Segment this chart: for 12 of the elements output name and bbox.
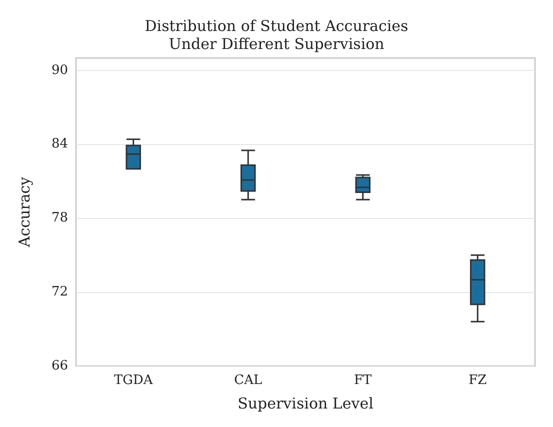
y-tick-label: 90	[51, 62, 68, 78]
x-tick-label: FT	[354, 373, 372, 388]
y-tick-label: 84	[51, 136, 68, 152]
chart-title: Distribution of Student Accuracies Under Different Supervision	[144, 17, 408, 53]
y-tick-label: 78	[51, 210, 68, 226]
x-tick-label: TGDA	[114, 373, 154, 388]
x-tick-label: CAL	[234, 373, 262, 388]
x-tick-label: FZ	[468, 373, 487, 388]
y-axis-title: Accuracy	[16, 176, 34, 248]
y-tick-label: 66	[51, 358, 68, 374]
y-tick-label: 72	[51, 284, 68, 300]
x-axis-title: Supervision Level	[238, 394, 374, 412]
